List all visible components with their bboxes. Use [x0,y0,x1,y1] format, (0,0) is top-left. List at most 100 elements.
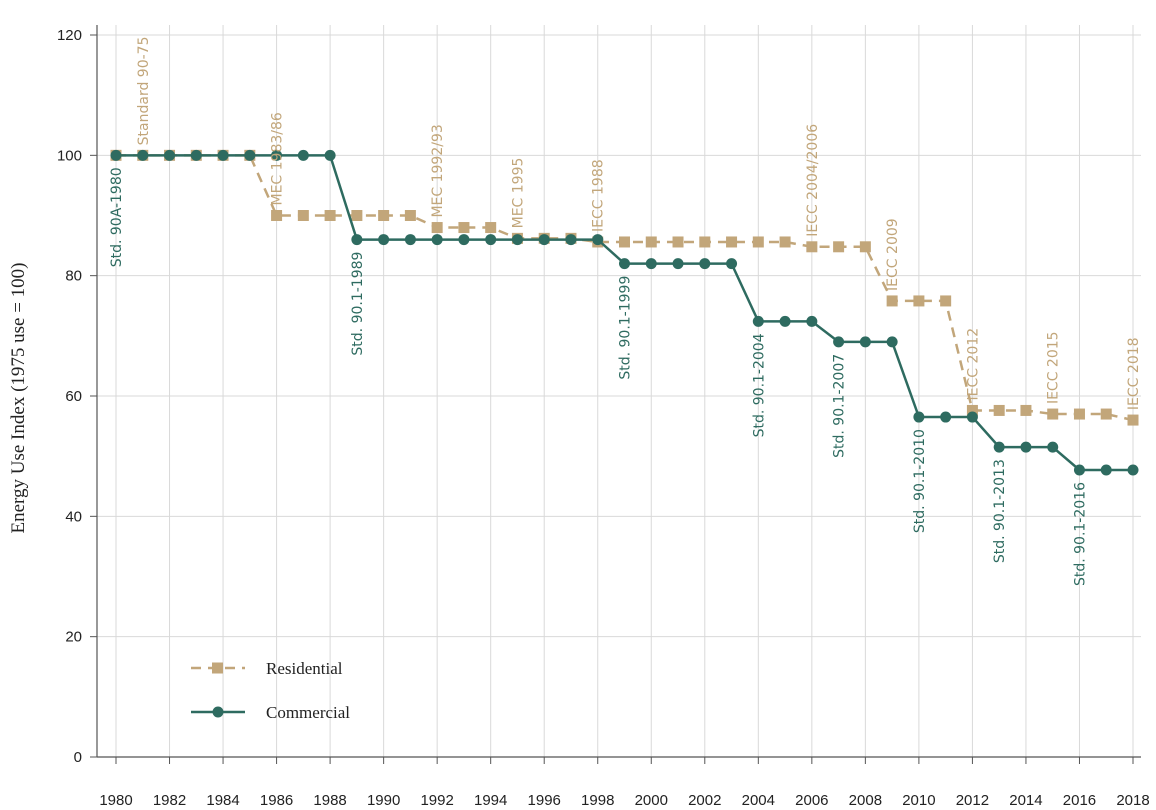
annotation-residential: Standard 90-75 [136,37,152,146]
commercial-point [511,234,523,246]
axes [90,25,1141,764]
commercial-point [886,336,898,348]
residential-point [699,236,711,248]
residential-point [779,236,791,248]
residential-point [833,241,845,253]
annotation-residential: IECC 2004/2006 [805,124,821,237]
x-tick-label: 1986 [260,792,293,809]
annotation-commercial: Std. 90.1-2010 [912,429,928,533]
residential-point [672,236,684,248]
y-tick-labels: 0 20 40 60 80 100 120 [57,27,82,766]
annotation-commercial: Std. 90.1-2013 [992,459,1008,563]
commercial-point [1047,441,1059,453]
residential-point [1020,404,1032,416]
commercial-point [913,411,925,423]
residential-point [859,241,871,253]
series-layer [110,149,1139,476]
residential-point [1100,408,1112,420]
commercial-point [993,441,1005,453]
commercial-point [431,234,443,246]
residential-point [645,236,657,248]
y-tick-label: 60 [65,388,82,405]
annotation-residential: MEC 1995 [510,158,526,229]
y-tick-label: 20 [65,629,82,646]
commercial-point [940,411,952,423]
residential-point [1073,408,1085,420]
commercial-point [244,149,256,161]
commercial-point [966,411,978,423]
y-tick-label: 0 [74,749,82,766]
residential-point [966,404,978,416]
x-tick-label: 2016 [1063,792,1096,809]
commercial-point [217,149,229,161]
commercial-point [1127,464,1139,476]
residential-point [886,295,898,307]
commercial-point [404,234,416,246]
x-tick-label: 1984 [206,792,239,809]
residential-point [404,210,416,221]
residential-point [458,222,470,234]
x-tick-label: 1994 [474,792,507,809]
grid [97,25,1141,758]
residential-point [1047,408,1059,420]
residential-point [485,222,497,234]
commercial-point [1020,441,1032,453]
annotation-commercial: Std. 90.1-1989 [350,252,366,356]
x-tick-label: 2004 [742,792,775,809]
commercial-point [190,149,202,161]
residential-point [271,210,283,221]
commercial-point [779,315,791,327]
commercial-point [699,258,711,270]
commercial-point [672,258,684,270]
residential-point [993,404,1005,416]
annotation-commercial: Std. 90.1-2007 [832,354,848,458]
commercial-point [164,149,176,161]
commercial-point [806,315,818,327]
commercial-point [110,149,122,161]
commercial-point [351,234,363,246]
x-tick-label: 1992 [420,792,453,809]
annotations: Standard 90-75 MEC 1983/86 MEC 1992/93 MEC … [109,37,1142,587]
x-tick-label: 2000 [635,792,668,809]
y-tick-label: 100 [57,147,82,164]
commercial-point [324,149,336,161]
x-tick-label: 1988 [313,792,346,809]
commercial-point [592,234,604,246]
commercial-point [458,234,470,246]
annotation-commercial: Std. 90.1-2004 [751,333,767,437]
residential-point [913,295,925,307]
legend: Residential Commercial [191,659,350,722]
residential-point [726,236,738,248]
commercial-point [1073,464,1085,476]
x-tick-label: 1980 [99,792,132,809]
residential-point [431,222,443,234]
y-tick-label: 120 [57,27,82,44]
residential-point [752,236,764,248]
residential-point [378,210,390,221]
commercial-point [645,258,657,270]
y-axis-label: Energy Use Index (1975 use = 100) [8,262,29,533]
x-tick-label: 2006 [795,792,828,809]
annotation-residential: MEC 1983/86 [270,112,286,205]
residential-point [806,241,818,253]
commercial-point [137,149,149,161]
commercial-point [378,234,390,246]
commercial-point [271,149,283,161]
annotation-commercial: Std. 90A-1980 [109,167,125,267]
y-tick-label: 80 [65,268,82,285]
x-tick-label: 2002 [688,792,721,809]
commercial-point [1100,464,1112,476]
annotation-residential: IECC 2015 [1046,331,1062,404]
commercial-point [565,234,577,246]
residential-point [1127,414,1139,426]
commercial-point [485,234,497,246]
residential-point [619,236,630,248]
x-tick-label: 2014 [1009,792,1042,809]
legend-label-commercial: Commercial [266,703,350,722]
x-tick-label: 1982 [153,792,186,809]
x-tick-label: 1990 [367,792,400,809]
y-tick-label: 40 [65,508,82,525]
x-tick-label: 1996 [528,792,561,809]
commercial-point [726,258,738,270]
annotation-residential: MEC 1992/93 [430,124,446,217]
